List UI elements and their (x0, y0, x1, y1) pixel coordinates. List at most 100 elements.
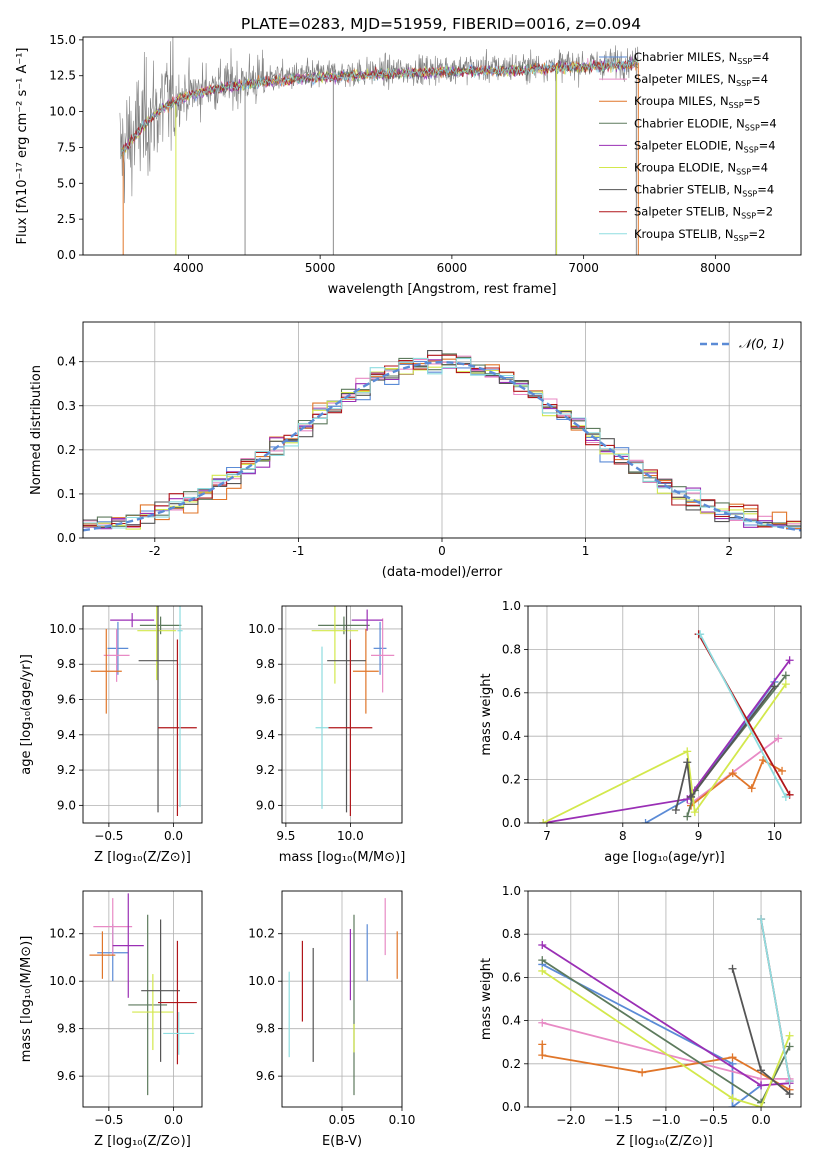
weight-marker-salpeter_miles (774, 734, 783, 743)
weight-marker-kroupa_elodie (539, 819, 548, 823)
plot-area-residuals (83, 322, 801, 538)
weight-marker-salpeter_elodie (538, 941, 547, 949)
weight-marker-salpeter_miles (538, 1018, 547, 1027)
weight-line-salpeter_elodie (543, 659, 791, 823)
x-tick-label: 9 (695, 829, 703, 843)
legend-label-kroupa_stelib: Kroupa STELIB, NSSP=2 (634, 227, 765, 243)
x-tick-label: -1 (292, 544, 304, 558)
y-tick-label: 1.0 (502, 599, 521, 613)
x-tick-label: 7000 (568, 261, 599, 275)
panel-age_vs_mass: 9.5 10.0 9.0 9.2 9.4 9.6 9.8 10.0 mass [log₁₀(M/… (248, 605, 406, 865)
x-axis-label: (data-model)/error (382, 565, 503, 580)
y-tick-label: 1.0 (502, 884, 521, 898)
legend-label-salpeter_stelib: Salpeter STELIB, NSSP=2 (634, 205, 773, 221)
y-tick-label: 9.6 (256, 1069, 275, 1083)
y-tick-label: 10.0 (49, 974, 76, 988)
plot-area-mass_vs_Z (83, 891, 202, 1107)
weight-marker-salpeter_elodie (785, 656, 794, 665)
y-tick-label: 9.0 (256, 798, 275, 812)
x-tick-label: 0.0 (752, 1113, 771, 1127)
weight-marker-kroupa_miles (747, 784, 756, 793)
y-tick-label: 5.0 (57, 176, 76, 190)
panel-spectrum: 4000 5000 6000 7000 8000 0.0 2.5 5.0 7.5 10.0 12.5… (15, 33, 802, 297)
weight-marker-kroupa_elodie (538, 966, 547, 975)
y-tick-label: 9.8 (57, 1022, 76, 1036)
x-tick-label: 9.5 (276, 829, 295, 843)
model-line-chabrier_stelib (120, 58, 638, 155)
weight-marker-kroupa_elodie (683, 747, 692, 756)
panel-age_vs_Z: −0.5 0.0 9.0 9.2 9.4 9.6 9.8 10.0 Z [log₁₀(Z/Z⊙)… (19, 605, 203, 865)
x-axis-label: mass [log₁₀(M/M⊙)] (279, 850, 406, 865)
y-tick-label: 15.0 (49, 33, 76, 47)
model-line-kroupa_stelib (120, 58, 638, 156)
plots-layer: 4000 5000 6000 7000 80000.02.55.07.510.012.5… (15, 33, 802, 1149)
weight-line-chabrier_miles (645, 681, 776, 823)
weight-marker-chabrier_miles (728, 1103, 737, 1107)
y-tick-label: 0.0 (502, 816, 521, 830)
x-tick-label: 0 (438, 544, 446, 558)
y-tick-label: 0.4 (57, 355, 76, 369)
plot-area-age_vs_Z (83, 606, 202, 823)
x-tick-label: 0.0 (164, 829, 183, 843)
y-tick-label: 7.5 (57, 140, 76, 154)
x-tick-label: 0.0 (164, 1113, 183, 1127)
y-axis-label: age [log₁₀(age/yr)] (19, 654, 34, 775)
y-tick-label: 10.2 (49, 927, 76, 941)
legend-label-chabrier_stelib: Chabrier STELIB, NSSP=4 (634, 183, 774, 199)
weight-line-kroupa_elodie (541, 970, 791, 1107)
axes-frame (82, 890, 203, 1108)
y-axis-label: Normed distribution (29, 365, 44, 495)
y-axis-label: mass [log₁₀(M/M⊙)] (19, 936, 34, 1063)
y-tick-label: 0.3 (57, 399, 76, 413)
weight-marker-kroupa_elodie (728, 1094, 737, 1103)
weight-marker-kroupa_stelib (785, 1077, 794, 1086)
x-tick-label: 6000 (437, 261, 468, 275)
histogram-kroupa_elodie (83, 364, 801, 530)
weight-marker-chabrier_elodie (781, 671, 790, 680)
weight-marker-kroupa_stelib (696, 630, 705, 639)
plot-area-mass_vs_ebv (282, 891, 402, 1107)
x-tick-label: −0.5 (94, 1113, 123, 1127)
y-tick-label: 10.0 (248, 622, 275, 636)
weight-marker-kroupa_miles (538, 1040, 547, 1049)
weight-line-salpeter_miles (690, 737, 779, 805)
x-axis-label: wavelength [Angstrom, rest frame] (328, 282, 557, 297)
model-line-kroupa_miles (120, 60, 638, 157)
weight-marker-kroupa_miles (538, 1051, 547, 1060)
panel-mass_vs_Z: −0.5 0.0 9.6 9.8 10.0 10.2 Z [log₁₀(Z/Z⊙)] mass… (19, 890, 203, 1149)
x-tick-label: 0.05 (329, 1113, 356, 1127)
axes-frame (281, 605, 403, 824)
weight-marker-chabrier_elodie (683, 812, 692, 821)
x-tick-label: −1.5 (604, 1113, 633, 1127)
y-tick-label: 9.6 (57, 1069, 76, 1083)
x-tick-label: 0.10 (389, 1113, 416, 1127)
axes-frame (527, 605, 802, 824)
plot-area-age_vs_mass (282, 606, 402, 823)
y-tick-label: 10.0 (248, 974, 275, 988)
y-tick-label: 9.4 (57, 728, 76, 742)
y-tick-label: 10.2 (248, 927, 275, 941)
y-tick-label: 0.0 (57, 531, 76, 545)
y-tick-label: 0.0 (502, 1100, 521, 1114)
y-tick-label: 9.8 (256, 1022, 275, 1036)
panel-residuals: -2 -1 0 1 2 0.0 0.1 0.2 0.3 0.4 (data-model)/error… (29, 321, 802, 580)
x-tick-label: 4000 (173, 261, 204, 275)
weight-marker-kroupa_elodie (785, 1031, 794, 1040)
axes-frame (527, 890, 802, 1108)
y-axis-label: mass weight (479, 958, 494, 1040)
y-tick-label: 9.2 (57, 763, 76, 777)
histogram-salpeter_stelib (83, 354, 801, 528)
legend-label-kroupa_elodie: Kroupa ELODIE, NSSP=4 (634, 161, 768, 177)
axes-frame (82, 36, 802, 256)
weight-marker-salpeter_elodie (757, 1081, 766, 1090)
x-axis-label: age [log₁₀(age/yr)] (604, 850, 725, 865)
y-tick-label: 10.0 (49, 105, 76, 119)
weight-marker-chabrier_miles (641, 819, 650, 823)
y-tick-label: 0.6 (502, 686, 521, 700)
y-tick-label: 9.2 (256, 763, 275, 777)
weight-marker-kroupa_elodie (757, 1103, 766, 1107)
plot-area-weight_vs_Z (528, 891, 801, 1107)
y-tick-label: 9.8 (256, 657, 275, 671)
x-tick-label: 1 (582, 544, 590, 558)
